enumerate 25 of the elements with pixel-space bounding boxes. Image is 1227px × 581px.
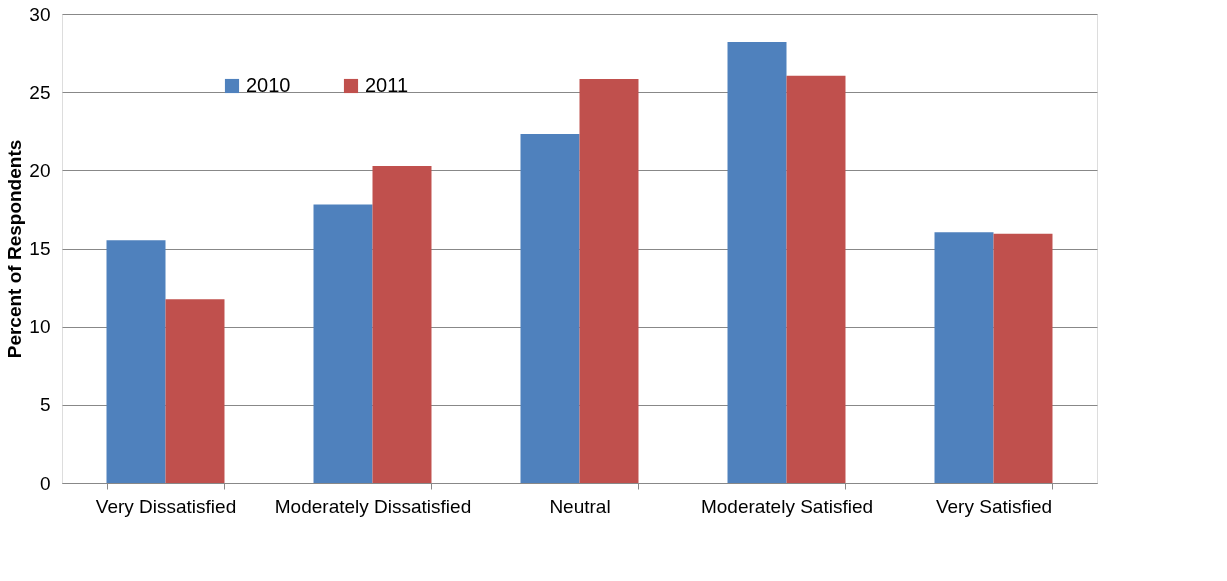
x-tick-label: Moderately Satisfied <box>700 495 874 517</box>
bar <box>165 299 225 483</box>
bar <box>520 134 580 483</box>
y-tick-label: 25 <box>29 81 51 103</box>
x-tick-label: Neutral <box>549 495 611 517</box>
bar <box>786 75 846 483</box>
bar <box>579 78 639 483</box>
bar <box>727 41 787 483</box>
x-tick-label: Very Satisfied <box>935 495 1053 517</box>
y-tick-label: 5 <box>39 394 51 416</box>
bar <box>993 233 1053 483</box>
y-tick-label: 15 <box>29 238 51 259</box>
legend-label: 2010 <box>246 74 291 96</box>
x-tick-label: Moderately Dissatisfied <box>274 495 472 517</box>
x-tick-label: Very Dissatisfied <box>95 495 237 517</box>
bar <box>106 240 166 483</box>
y-tick-label: 30 <box>29 3 51 25</box>
y-tick-label: 20 <box>29 159 51 181</box>
y-tick-label: 10 <box>29 316 51 338</box>
y-axis-title: Percent of Respondents <box>4 139 26 359</box>
y-tick-label: 0 <box>39 472 51 494</box>
bar <box>372 165 432 483</box>
bar <box>934 232 994 483</box>
bar <box>313 204 373 483</box>
legend-label: 2011 <box>365 74 409 96</box>
